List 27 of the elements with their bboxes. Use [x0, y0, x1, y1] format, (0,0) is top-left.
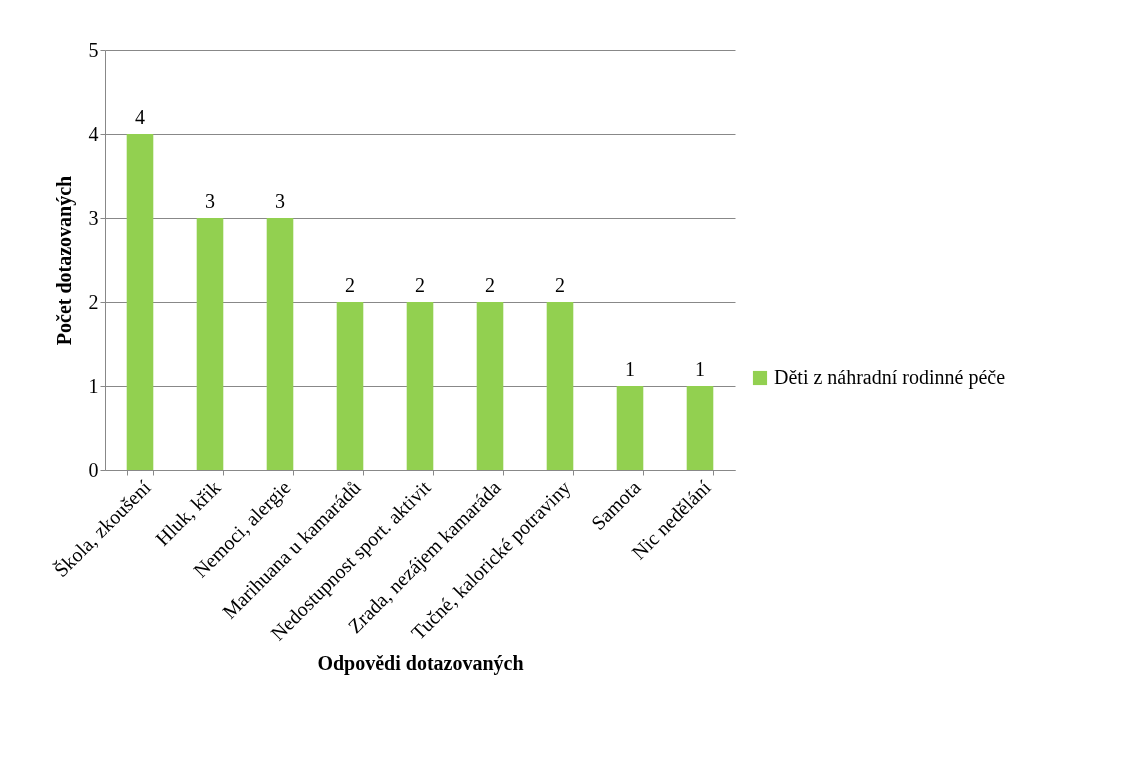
y-tick-label: 2 — [88, 290, 99, 313]
y-tick-label: 5 — [88, 38, 99, 61]
bar — [126, 134, 154, 470]
y-tick-label: 4 — [88, 122, 99, 145]
x-axis-title: Odpovědi dotazovaných — [317, 652, 524, 676]
bar — [336, 302, 364, 470]
bar — [546, 302, 574, 470]
data-label: 2 — [485, 274, 495, 296]
data-label: 2 — [345, 274, 355, 296]
y-tick-label: 3 — [88, 206, 99, 229]
data-label: 3 — [205, 190, 215, 212]
data-label: 3 — [275, 190, 285, 212]
y-tick-label: 0 — [88, 458, 99, 481]
data-label: 1 — [695, 358, 705, 380]
data-label: 1 — [625, 358, 635, 380]
bar — [196, 218, 224, 470]
legend-label: Děti z náhradní rodinné péče — [774, 366, 1006, 389]
data-label: 2 — [415, 274, 425, 296]
y-axis-title: Počet dotazovaných — [52, 175, 76, 346]
bar — [476, 302, 504, 470]
data-label: 4 — [135, 106, 145, 128]
bar — [616, 386, 644, 470]
bar — [686, 386, 714, 470]
data-label: 2 — [555, 274, 565, 296]
bar — [266, 218, 294, 470]
y-tick-label: 1 — [88, 374, 99, 397]
bar — [406, 302, 434, 470]
